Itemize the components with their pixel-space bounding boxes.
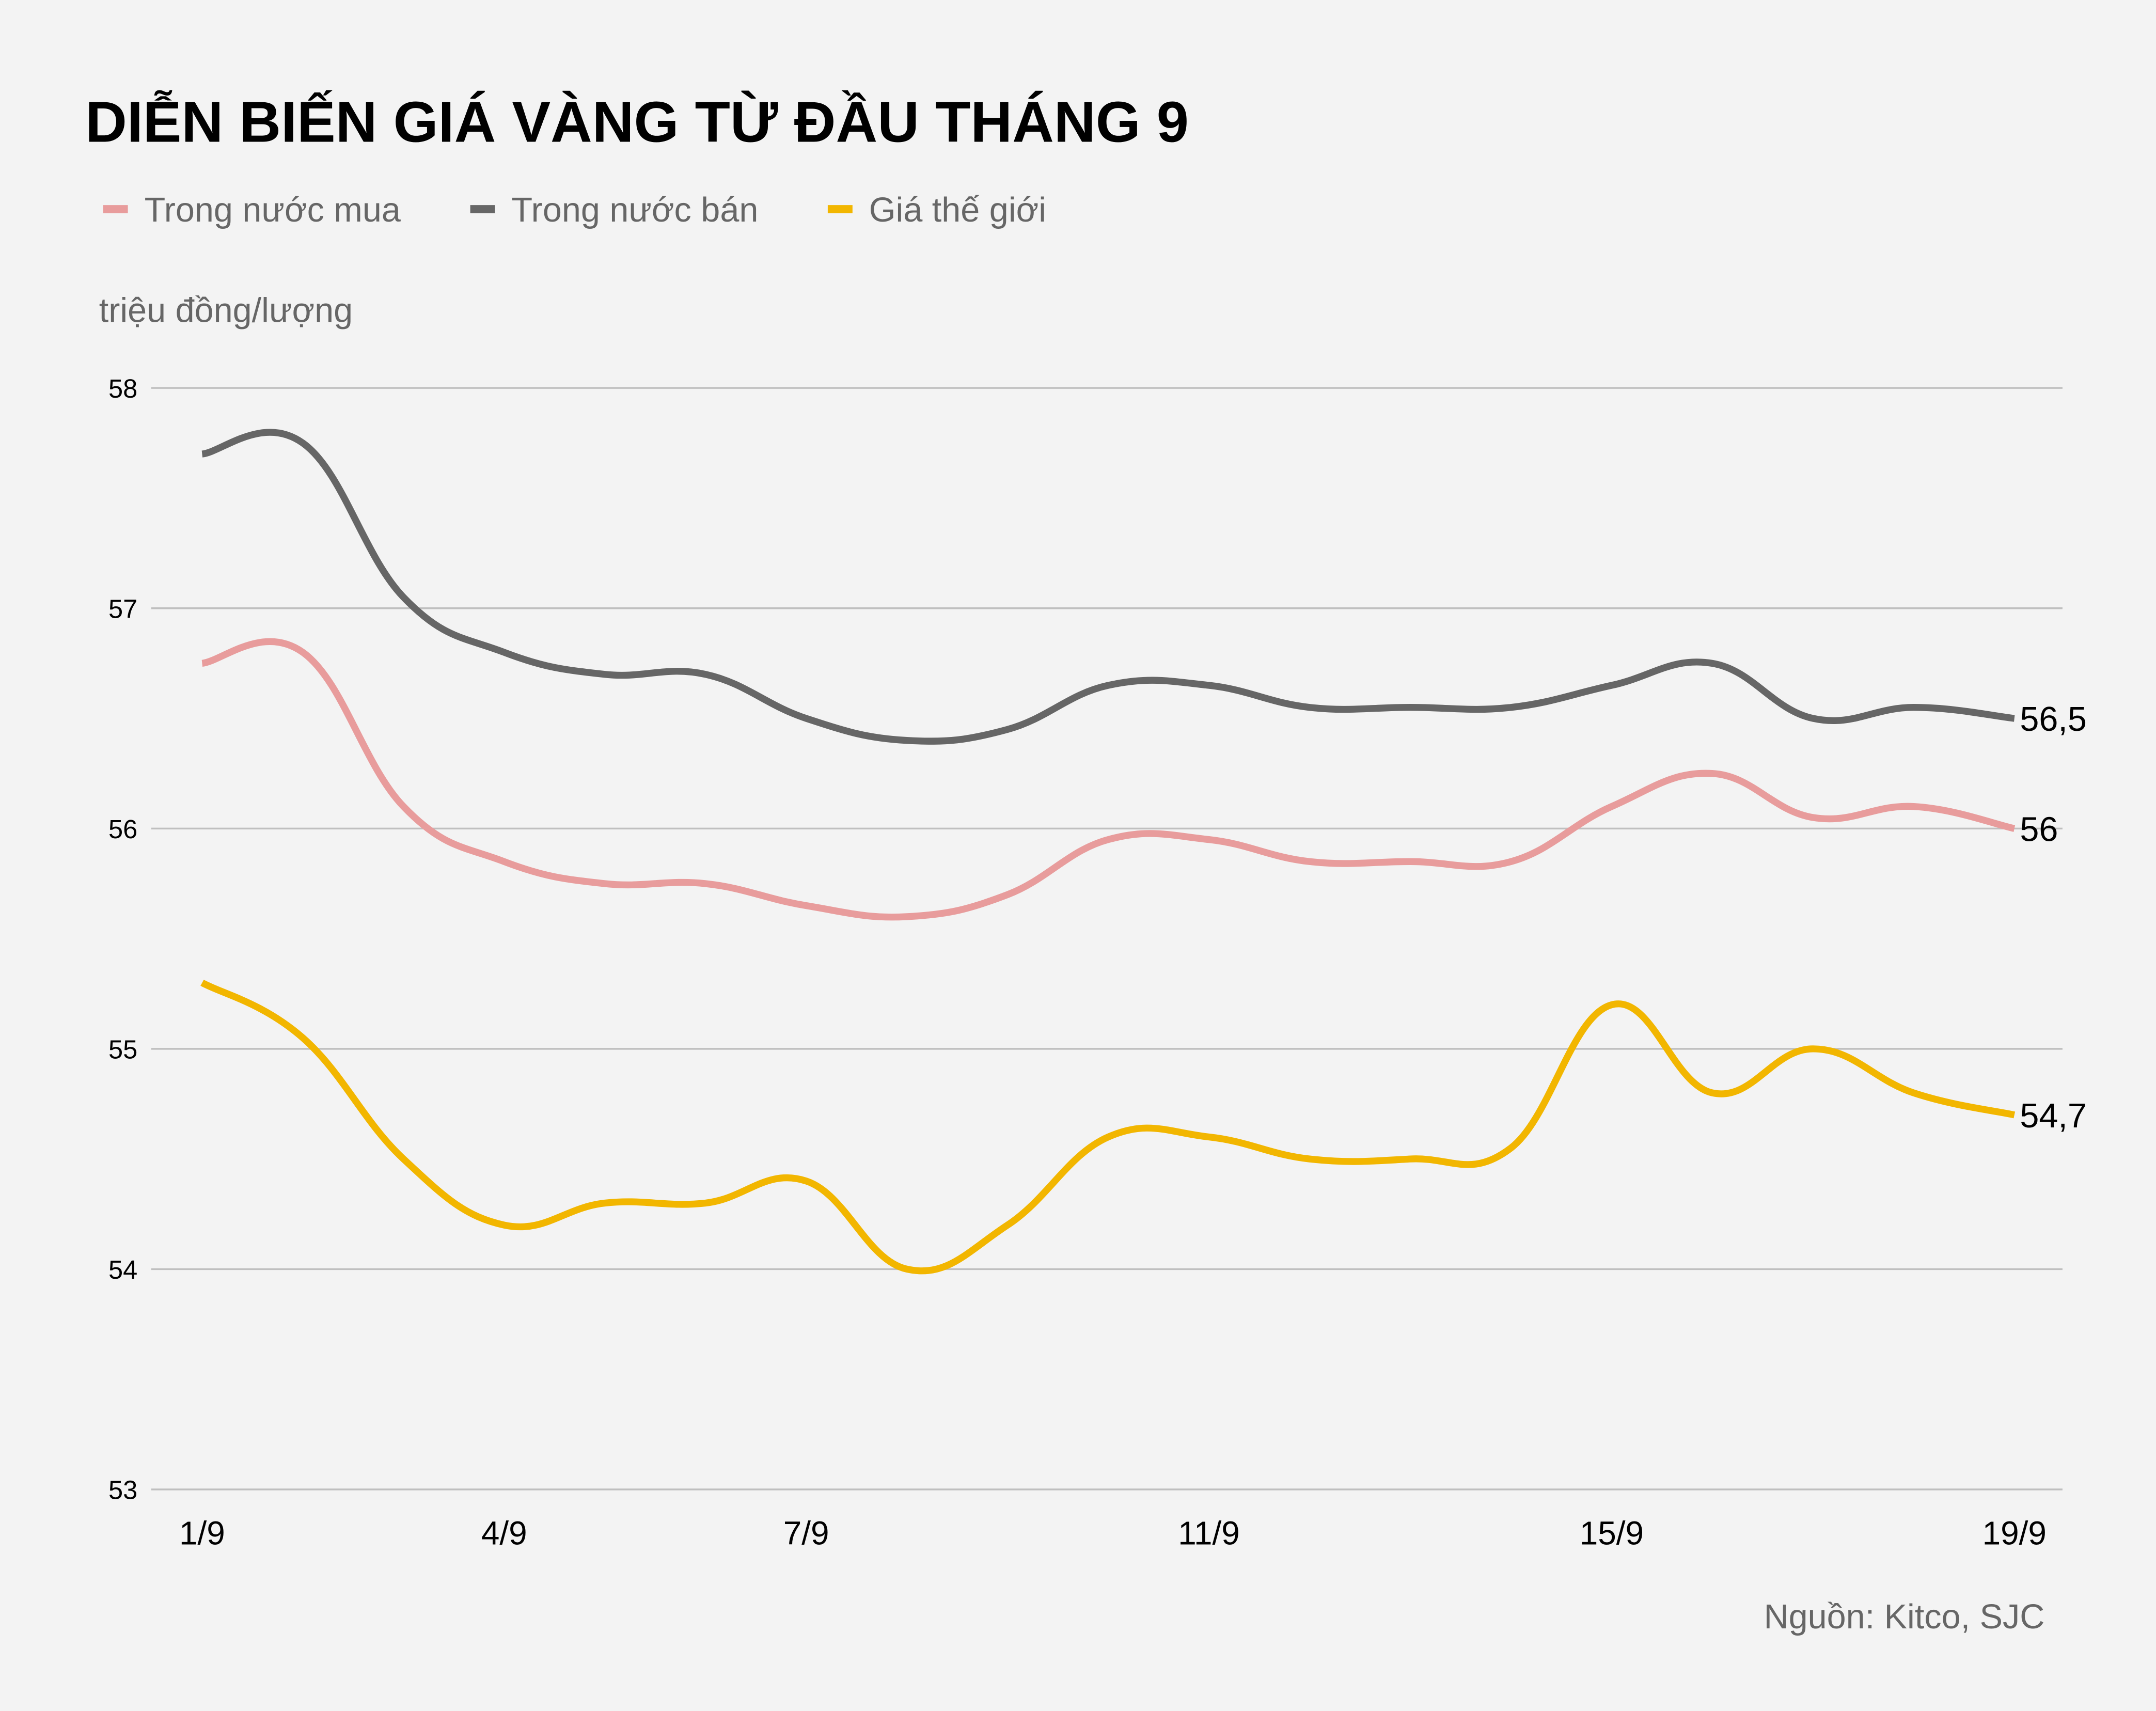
end-value-label: 56 <box>2020 810 2058 849</box>
x-tick-label: 19/9 <box>1982 1514 2047 1551</box>
source-note: Nguồn: Kitco, SJC <box>1764 1598 2045 1636</box>
chart-title: DIỄN BIẾN GIÁ VÀNG TỪ ĐẦU THÁNG 9 <box>85 90 1189 154</box>
x-tick-label: 15/9 <box>1580 1514 1644 1551</box>
legend-item: Trong nước bán <box>470 191 758 229</box>
x-tick-label: 4/9 <box>481 1514 527 1551</box>
legend-item: Giá thế giới <box>827 191 1046 229</box>
y-tick-label: 56 <box>108 814 137 844</box>
legend-item: Trong nước mua <box>103 191 401 229</box>
y-tick-label: 53 <box>108 1475 137 1505</box>
gridlines <box>151 387 2063 1490</box>
y-tick-label: 54 <box>108 1255 137 1284</box>
y-axis-unit-label: triệu đồng/lượng <box>99 291 353 329</box>
legend-label: Trong nước bán <box>511 191 758 229</box>
end-value-labels: 54,7 56 56,5 <box>2020 700 2087 1135</box>
x-tick-label: 1/9 <box>179 1514 225 1551</box>
y-tick-label: 55 <box>108 1035 137 1064</box>
y-tick-label: 58 <box>108 374 137 403</box>
legend-label: Trong nước mua <box>145 191 401 229</box>
x-tick-label: 11/9 <box>1178 1514 1240 1551</box>
series-line-gia-the-gioi <box>200 980 2016 1275</box>
end-value-label: 56,5 <box>2020 700 2087 739</box>
y-axis-ticks: 53 54 55 56 57 58 <box>108 374 137 1505</box>
legend: Trong nước mua Trong nước bán Giá thế giới <box>103 191 1046 229</box>
series-line-trong-nuoc-mua <box>201 638 2016 921</box>
y-tick-label: 57 <box>108 594 137 623</box>
x-tick-label: 7/9 <box>783 1514 829 1551</box>
x-axis-ticks: 1/9 4/9 7/9 11/9 15/9 19/9 <box>179 1514 2047 1551</box>
end-value-label: 54,7 <box>2020 1097 2087 1135</box>
series-line-trong-nuoc-ban <box>201 429 2015 745</box>
legend-label: Giá thế giới <box>869 191 1046 229</box>
series-lines <box>200 429 2016 1275</box>
